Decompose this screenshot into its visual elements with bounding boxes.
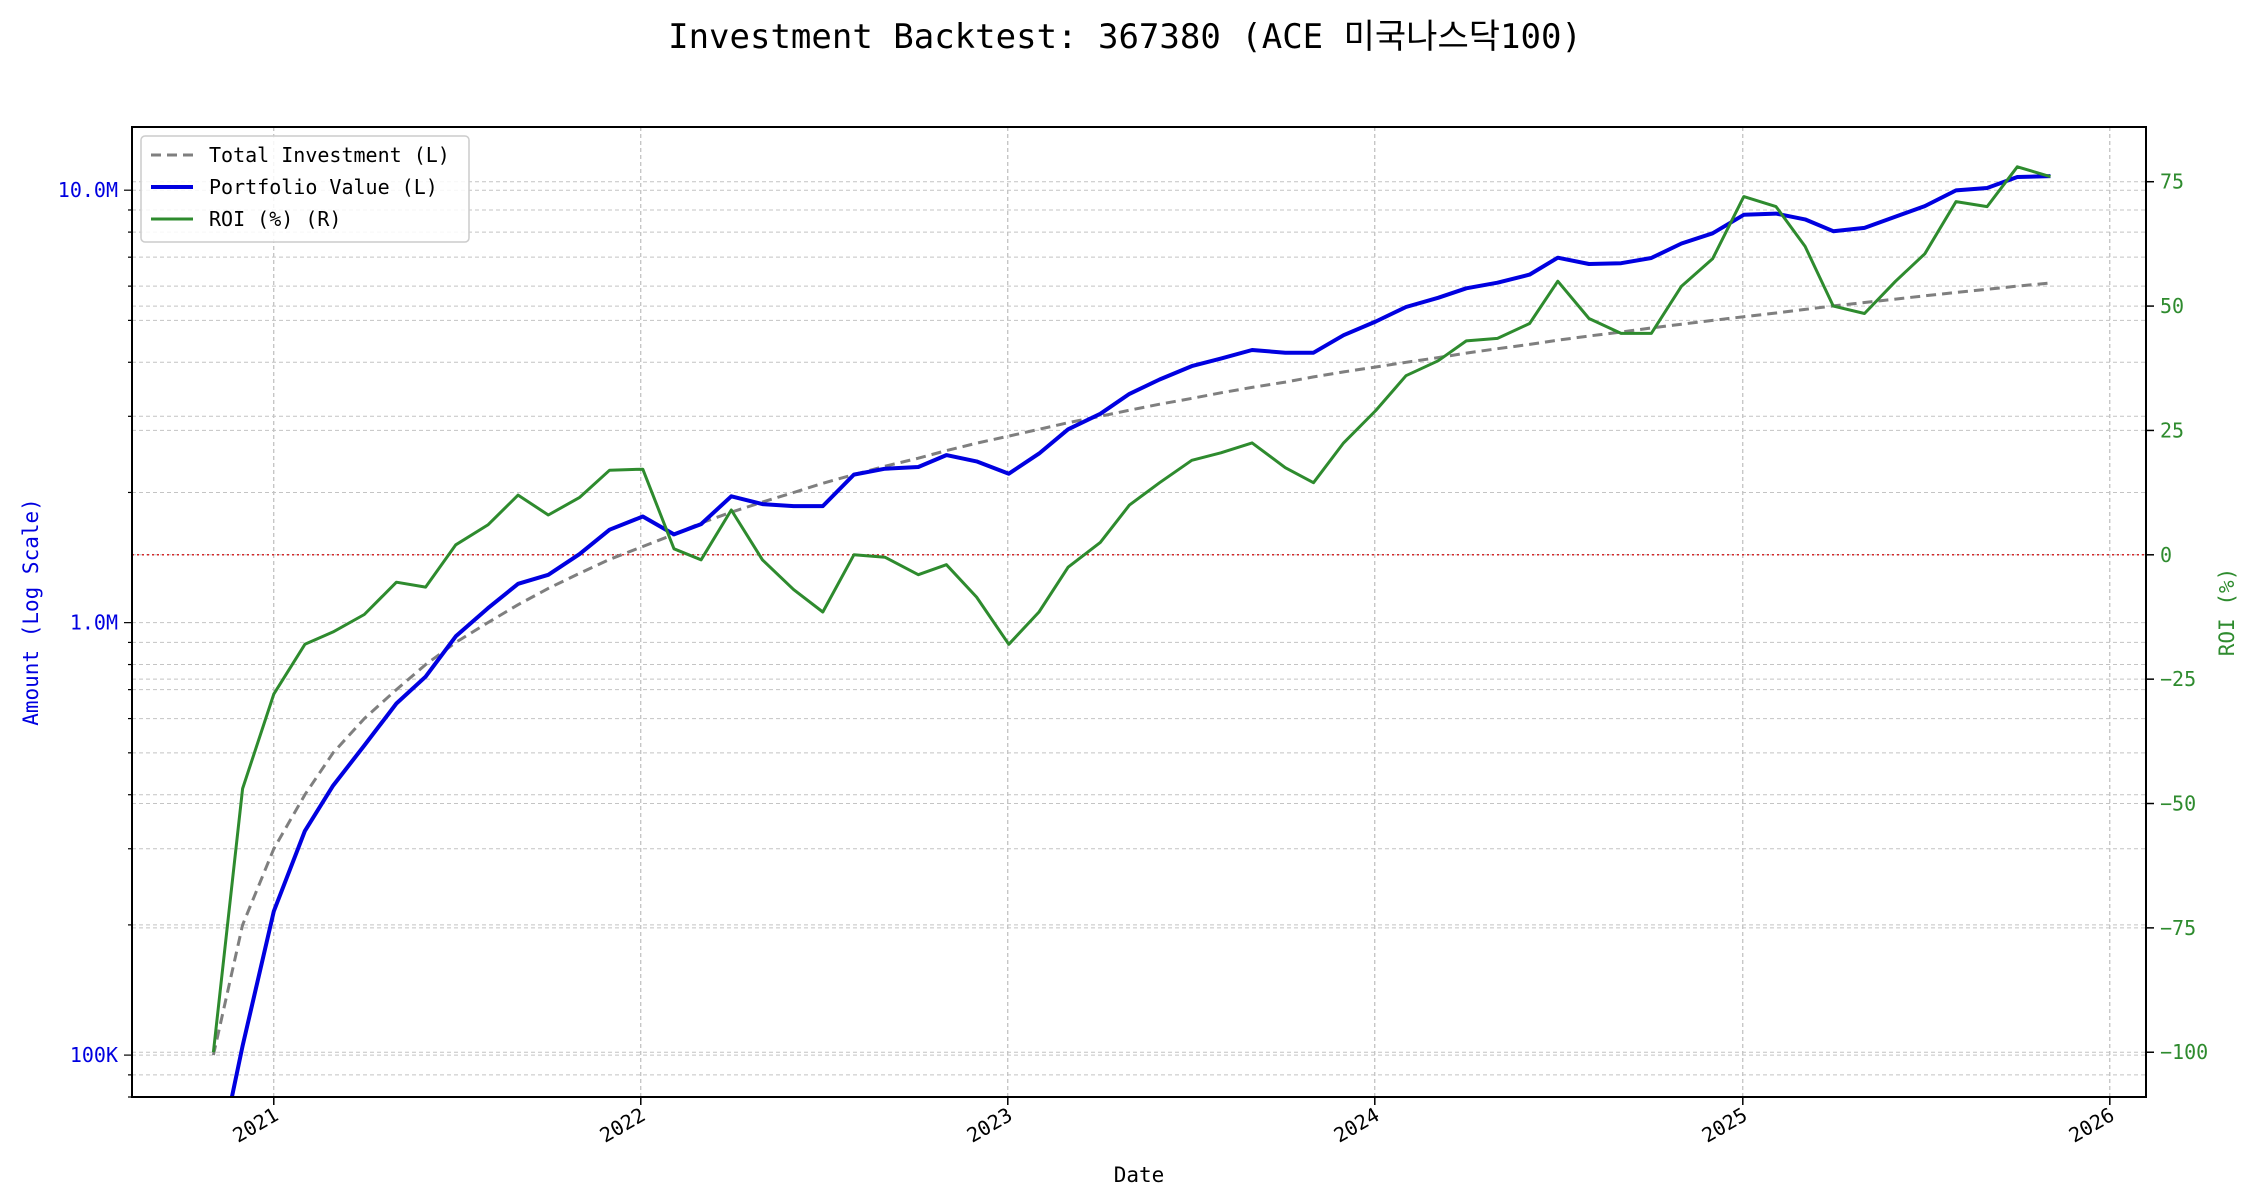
plot-frame [131, 126, 2147, 1098]
y-right-tick-label: −50 [2160, 792, 2196, 816]
series-line-roi [211, 165, 2051, 1053]
x-axis-label: Date [1114, 1163, 1165, 1187]
chart-title: Investment Backtest: 367380 (ACE 미국나스닥10… [668, 17, 1582, 57]
y-left-tick-label: 1.0M [70, 611, 118, 635]
grid-layer [132, 127, 2146, 1098]
y-right-tick-label: 0 [2160, 543, 2172, 567]
legend-box [140, 135, 470, 243]
legend-label: ROI (%) (R) [209, 207, 341, 231]
series-line-portfolio-value [229, 174, 2051, 1097]
y-right-tick-label: 50 [2160, 294, 2184, 318]
legend: Total Investment (L) Portfolio Value (L) R… [140, 135, 470, 243]
y-right-tick-label: 25 [2160, 418, 2184, 442]
legend-label: Total Investment (L) [209, 143, 450, 167]
series-layer [132, 165, 2146, 1097]
y-right-tick-label: −100 [2160, 1040, 2208, 1064]
y-right-tick-label: 75 [2160, 170, 2184, 194]
y-right-tick-label: −75 [2160, 916, 2196, 940]
left-axis-label: Amount (Log Scale) [19, 498, 43, 726]
y-left-tick-label: 100K [70, 1043, 118, 1067]
right-axis-label: ROI (%) [2215, 568, 2239, 657]
series-line-total-investment [211, 281, 2051, 1056]
legend-label: Portfolio Value (L) [209, 175, 438, 199]
y-left-tick-label: 10.0M [58, 178, 118, 202]
y-right-tick-label: −25 [2160, 667, 2196, 691]
